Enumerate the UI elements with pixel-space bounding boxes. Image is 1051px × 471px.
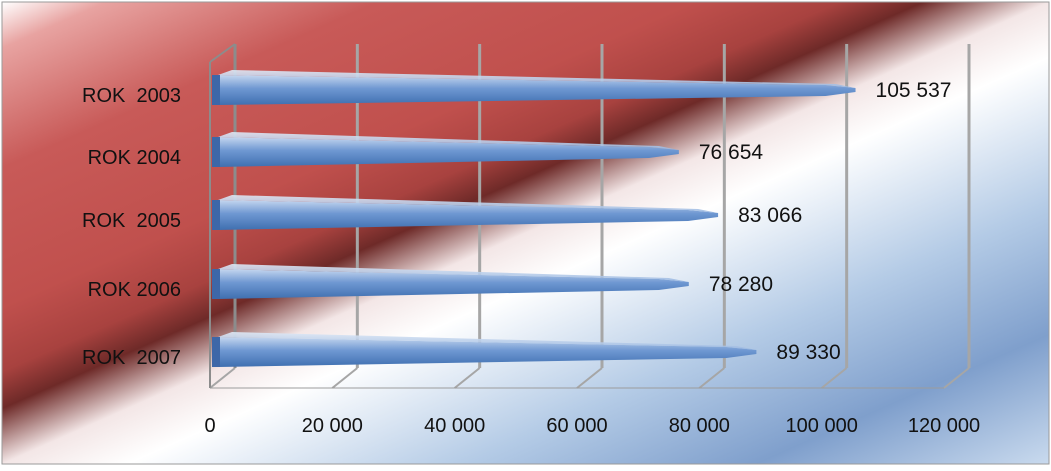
- bar: [218, 337, 757, 367]
- bar: [218, 137, 679, 167]
- gridline-foot: [209, 367, 236, 389]
- bar-cap: [212, 337, 220, 367]
- category-label: ROK 2005: [82, 210, 181, 232]
- bar-top: [218, 70, 856, 88]
- category-label: ROK 2007: [82, 347, 181, 369]
- x-tick-label: 60 000: [546, 415, 607, 437]
- gridline-foot: [576, 367, 603, 389]
- bar-cap: [212, 200, 220, 230]
- data-label: 83 066: [738, 204, 802, 227]
- bar: [218, 75, 856, 105]
- bar-top: [218, 264, 689, 282]
- category-label: ROK 2004: [88, 147, 181, 169]
- y-axis-top: [209, 43, 236, 63]
- gridline-foot: [698, 367, 725, 389]
- bar: [218, 269, 689, 299]
- x-tick-label: 80 000: [669, 415, 730, 437]
- x-tick-label: 0: [204, 415, 215, 437]
- x-tick-label: 20 000: [302, 415, 363, 437]
- x-tick-label: 40 000: [424, 415, 485, 437]
- bar: [218, 200, 719, 230]
- bar-cap: [212, 269, 220, 299]
- gridline-foot: [943, 367, 970, 389]
- bar-top: [218, 195, 719, 213]
- data-labels: 105 537 76 654 83 066 78 280 89 330: [699, 79, 952, 364]
- bar-cap: [212, 137, 220, 167]
- x-tick-labels: 0 20 000 40 000 60 000 80 000 100 000 120 000: [204, 415, 980, 437]
- category-label: ROK 2003: [82, 85, 181, 107]
- bars: [212, 70, 856, 367]
- x-tick-label: 100 000: [786, 415, 858, 437]
- gridline-foot: [454, 367, 481, 389]
- data-label: 105 537: [876, 79, 952, 102]
- data-label: 89 330: [776, 341, 840, 364]
- x-tick-label: 120 000: [908, 415, 980, 437]
- bar-top: [218, 132, 679, 150]
- gridline-foot: [331, 367, 358, 389]
- data-label: 78 280: [709, 273, 773, 296]
- data-label: 76 654: [699, 141, 764, 164]
- gridline-foot: [821, 367, 848, 389]
- bar-cap: [212, 75, 220, 105]
- bar-top: [218, 332, 757, 350]
- category-labels: ROK 2003 ROK 2004 ROK 2005 ROK 2006 ROK 2007: [82, 85, 181, 369]
- category-label: ROK 2006: [88, 279, 181, 301]
